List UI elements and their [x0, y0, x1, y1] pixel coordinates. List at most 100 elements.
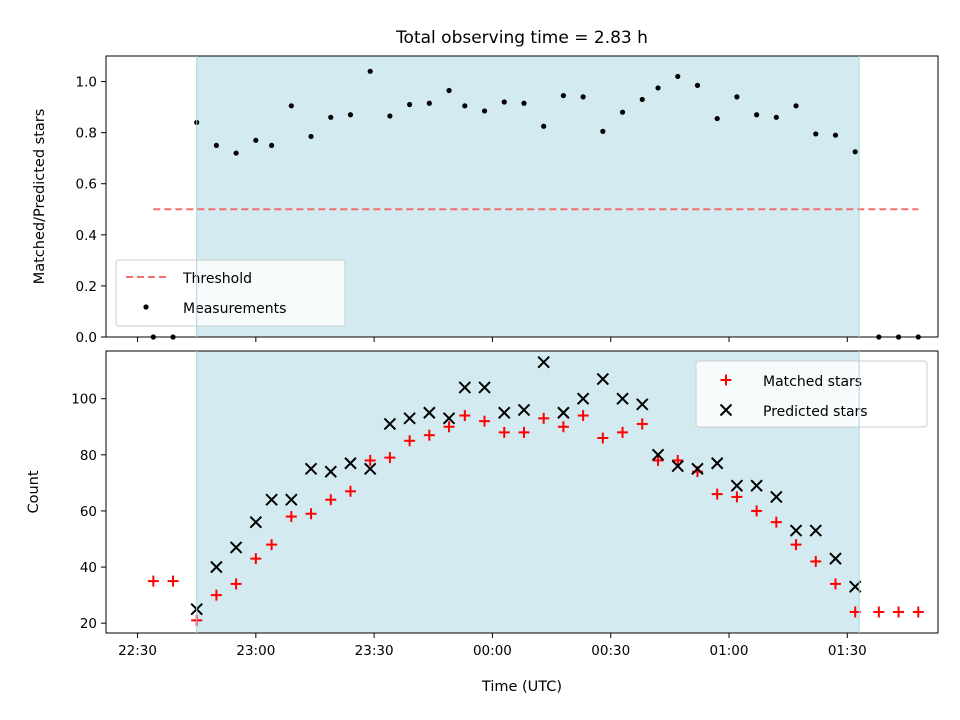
y-tick-label: 80	[80, 448, 97, 464]
matched-star-point	[479, 415, 491, 427]
measurement-point	[793, 103, 799, 109]
y-tick-label: 0.8	[76, 126, 97, 142]
predicted-star-point	[458, 381, 472, 394]
measurement-point	[233, 150, 239, 156]
matched-star-point	[210, 589, 222, 601]
legend-predicted-swatch	[719, 403, 733, 417]
predicted-star-point	[403, 412, 416, 425]
x-tick-label: 01:30	[828, 643, 867, 659]
predicted-star-point	[576, 392, 590, 405]
matched-star-point	[577, 410, 589, 422]
legend-x-marker	[719, 403, 733, 417]
predicted-star-point	[285, 493, 298, 506]
matched-star-point	[147, 575, 159, 587]
predicted-star-point	[809, 524, 822, 537]
predicted-star-point	[210, 560, 223, 574]
x-tick-label: 00:00	[473, 643, 512, 659]
counts-legend: Matched stars Predicted stars	[695, 360, 928, 428]
y-tick-label: 0.0	[76, 330, 97, 346]
matched-star-point	[893, 606, 905, 618]
measurement-point	[675, 73, 681, 80]
legend-predicted-label: Predicted stars	[763, 404, 868, 420]
measurement-point	[600, 128, 606, 134]
predicted-star-point	[324, 465, 337, 478]
measurement-point	[347, 112, 354, 118]
measurement-point	[213, 142, 220, 149]
predicted-star-point	[249, 515, 263, 529]
predicted-star-point	[344, 457, 357, 470]
measurement-point	[754, 112, 760, 118]
measurement-point	[619, 109, 626, 115]
matched-star-point	[305, 508, 317, 520]
measurement-point	[655, 85, 661, 91]
ratio-legend-box	[115, 259, 346, 327]
ratio-plot-frame	[105, 55, 939, 338]
predicted-star-point	[651, 448, 665, 462]
x-axis-label: Time (UTC)	[481, 679, 562, 695]
matched-star-point	[597, 432, 609, 444]
measurement-point	[387, 113, 393, 119]
predicted-star-point	[691, 462, 704, 476]
measurement-point	[521, 100, 527, 106]
matched-star-point	[230, 578, 242, 590]
measurement-point	[328, 114, 334, 120]
measurement-point	[426, 100, 432, 106]
matched-star-point	[325, 494, 337, 506]
matched-star-point	[518, 426, 530, 438]
matched-star-point	[167, 575, 179, 587]
predicted-star-point	[304, 462, 318, 476]
matched-star-point	[829, 578, 841, 590]
legend-measurements-label: Measurements	[183, 301, 286, 317]
counts-legend-box	[695, 360, 928, 428]
ratio-legend: Threshold Measurements	[115, 259, 346, 327]
legend-matched-swatch	[720, 374, 732, 386]
predicted-star-point	[517, 403, 531, 417]
y-tick-label: 1.0	[76, 75, 97, 91]
predicted-star-point	[383, 417, 397, 431]
measurement-point	[308, 133, 314, 140]
predicted-star-point	[596, 372, 610, 386]
measurement-point	[813, 131, 819, 137]
predicted-star-point	[478, 381, 491, 394]
predicted-star-point	[229, 541, 243, 554]
predicted-star-point	[498, 406, 511, 419]
y-tick-label: 0.4	[76, 228, 97, 244]
counts-panel: 20 40 60 80 100 22:30 23:00 23:30 00:00 00:30 01:…	[26, 350, 939, 695]
predicted-star-point	[423, 406, 436, 419]
measurement-point	[288, 103, 294, 109]
predicted-star-point	[442, 412, 456, 425]
predicted-star-point	[265, 493, 278, 506]
matched-star-point	[498, 426, 510, 438]
x-tick-label: 23:30	[355, 643, 394, 659]
predicted-star-point	[710, 457, 724, 470]
predicted-star-point	[789, 524, 803, 537]
legend-plus-marker	[720, 374, 732, 386]
matched-star-point	[652, 454, 664, 466]
predicted-star-point	[829, 552, 842, 565]
predicted-star-point	[770, 490, 783, 504]
measurement-point	[501, 99, 507, 105]
y-tick-label: 0.2	[76, 279, 97, 295]
chart-title: Total observing time = 2.83 h	[395, 28, 648, 48]
measurement-point	[407, 101, 413, 108]
y-tick-label: 40	[80, 560, 97, 576]
measurement-point	[714, 115, 720, 122]
legend-matched-label: Matched stars	[763, 374, 862, 390]
measurement-point	[367, 68, 373, 74]
matched-star-point	[285, 511, 297, 523]
matched-star-point	[364, 454, 376, 466]
predicted-star-point	[671, 459, 684, 473]
legend-threshold-label: Threshold	[182, 271, 252, 287]
y-tick-label: 0.6	[76, 177, 97, 193]
x-tick-label: 01:00	[710, 643, 749, 659]
matched-star-point	[810, 555, 822, 567]
matched-star-point	[912, 606, 924, 618]
measurement-point	[253, 137, 259, 143]
measurement-point	[734, 94, 740, 100]
matched-star-point	[636, 418, 648, 430]
predicted-star-point	[636, 398, 649, 411]
matched-star-point	[404, 435, 416, 447]
matched-star-point	[751, 505, 763, 517]
ratio-y-axis-label: Matched/Predicted stars	[32, 109, 48, 285]
matched-star-point	[344, 485, 356, 497]
